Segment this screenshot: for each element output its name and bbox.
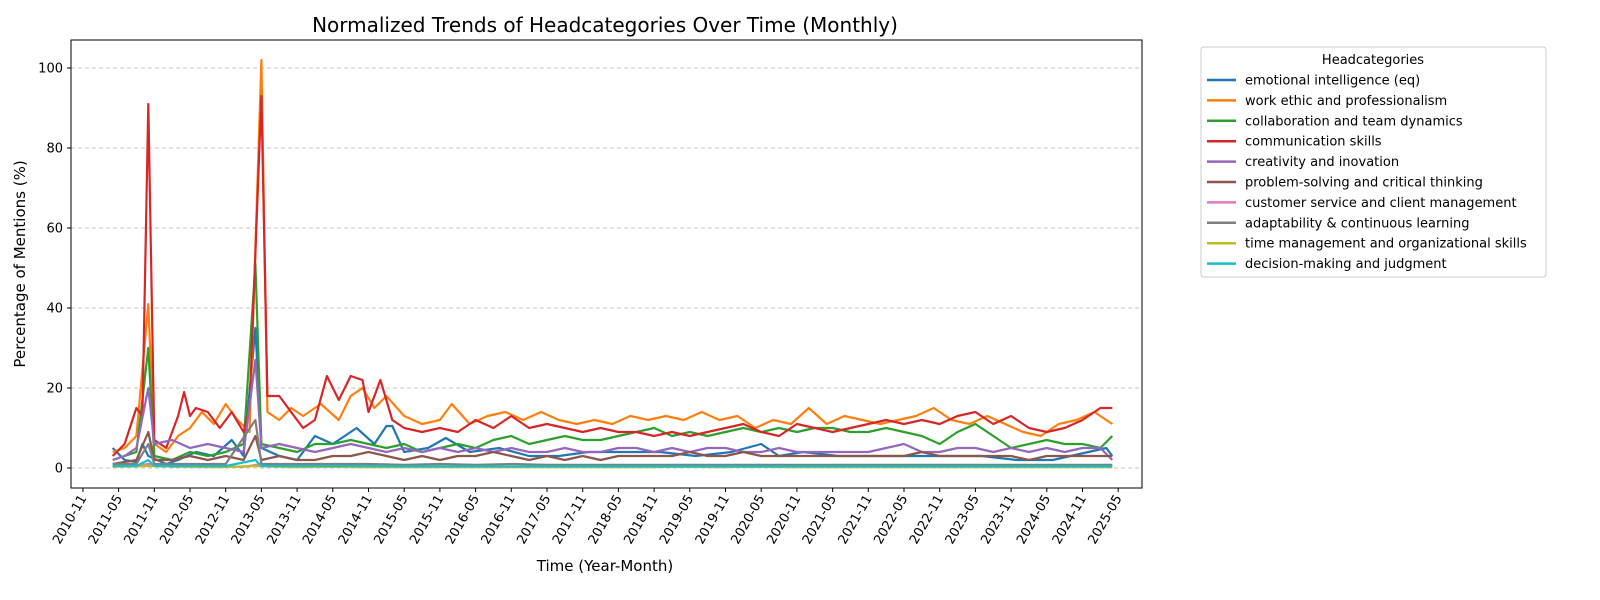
series-line-4 xyxy=(112,358,1114,462)
legend-label: adaptability & continuous learning xyxy=(1245,216,1469,231)
x-tick-label: 2017-05 xyxy=(514,493,554,548)
y-tick-label: 80 xyxy=(46,142,63,157)
y-tick-label: 40 xyxy=(46,302,63,317)
series-line-5 xyxy=(112,430,1113,466)
legend-label: creativity and inovation xyxy=(1245,155,1399,170)
x-tick-label: 2018-11 xyxy=(621,493,661,548)
x-axis-label: Time (Year-Month) xyxy=(536,557,673,575)
x-axis: 2010-112011-052011-112012-052012-112013-… xyxy=(50,488,1126,548)
x-tick-label: 2013-05 xyxy=(229,493,269,548)
legend-label: problem-solving and critical thinking xyxy=(1245,176,1483,191)
chart-title: Normalized Trends of Headcategories Over… xyxy=(312,13,898,37)
x-tick-label: 2021-11 xyxy=(836,493,876,548)
x-tick-label: 2014-05 xyxy=(300,493,340,548)
x-tick-label: 2015-05 xyxy=(372,493,412,548)
series-lines xyxy=(111,58,1114,469)
legend-frame xyxy=(1200,46,1547,278)
x-tick-label: 2021-05 xyxy=(800,493,840,548)
legend-label: emotional intelligence (eq) xyxy=(1245,74,1420,89)
x-tick-label: 2017-11 xyxy=(550,493,590,548)
legend-label: customer service and client management xyxy=(1245,196,1517,211)
x-tick-label: 2016-05 xyxy=(443,493,483,548)
x-tick-label: 2024-05 xyxy=(1014,493,1054,548)
series-line-7 xyxy=(112,418,1113,466)
x-tick-label: 2018-05 xyxy=(586,493,626,548)
x-tick-label: 2025-05 xyxy=(1086,493,1126,548)
legend-label: work ethic and professionalism xyxy=(1245,94,1447,109)
gridlines xyxy=(71,67,1142,469)
legend-title: Headcategories xyxy=(1322,53,1424,68)
y-axis-label: Percentage of Mentions (%) xyxy=(11,160,29,367)
y-tick-label: 100 xyxy=(38,62,63,77)
x-tick-label: 2010-11 xyxy=(50,493,90,548)
x-tick-label: 2020-11 xyxy=(764,493,804,548)
y-tick-label: 20 xyxy=(46,382,63,397)
x-tick-label: 2023-11 xyxy=(978,493,1018,548)
series-line-3 xyxy=(111,94,1113,457)
x-tick-label: 2012-11 xyxy=(193,493,233,548)
x-tick-label: 2015-11 xyxy=(407,493,447,548)
series-line-9 xyxy=(112,458,1113,468)
x-tick-label: 2022-05 xyxy=(871,493,911,548)
y-tick-label: 0 xyxy=(55,462,63,477)
x-tick-label: 2019-05 xyxy=(657,493,697,548)
x-tick-label: 2011-11 xyxy=(122,493,162,548)
legend-label: communication skills xyxy=(1245,135,1382,150)
legend: Headcategories emotional intelligence (e… xyxy=(1200,46,1547,278)
plot-frame xyxy=(70,39,1143,489)
x-tick-label: 2014-11 xyxy=(336,493,376,548)
legend-label: time management and organizational skill… xyxy=(1245,237,1527,252)
x-tick-label: 2022-11 xyxy=(907,493,947,548)
x-tick-label: 2011-05 xyxy=(86,493,126,548)
x-tick-label: 2024-11 xyxy=(1050,493,1090,548)
x-tick-label: 2016-11 xyxy=(479,493,519,548)
x-tick-label: 2013-11 xyxy=(264,493,304,548)
x-tick-label: 2019-11 xyxy=(693,493,733,548)
legend-label: collaboration and team dynamics xyxy=(1245,114,1463,129)
y-axis: 0 20 40 60 80 100 xyxy=(38,62,71,477)
y-tick-label: 60 xyxy=(46,222,63,237)
x-tick-label: 2012-05 xyxy=(157,493,197,548)
x-tick-label: 2020-05 xyxy=(729,493,769,548)
x-tick-label: 2023-05 xyxy=(943,493,983,548)
legend-label: decision-making and judgment xyxy=(1245,257,1447,272)
